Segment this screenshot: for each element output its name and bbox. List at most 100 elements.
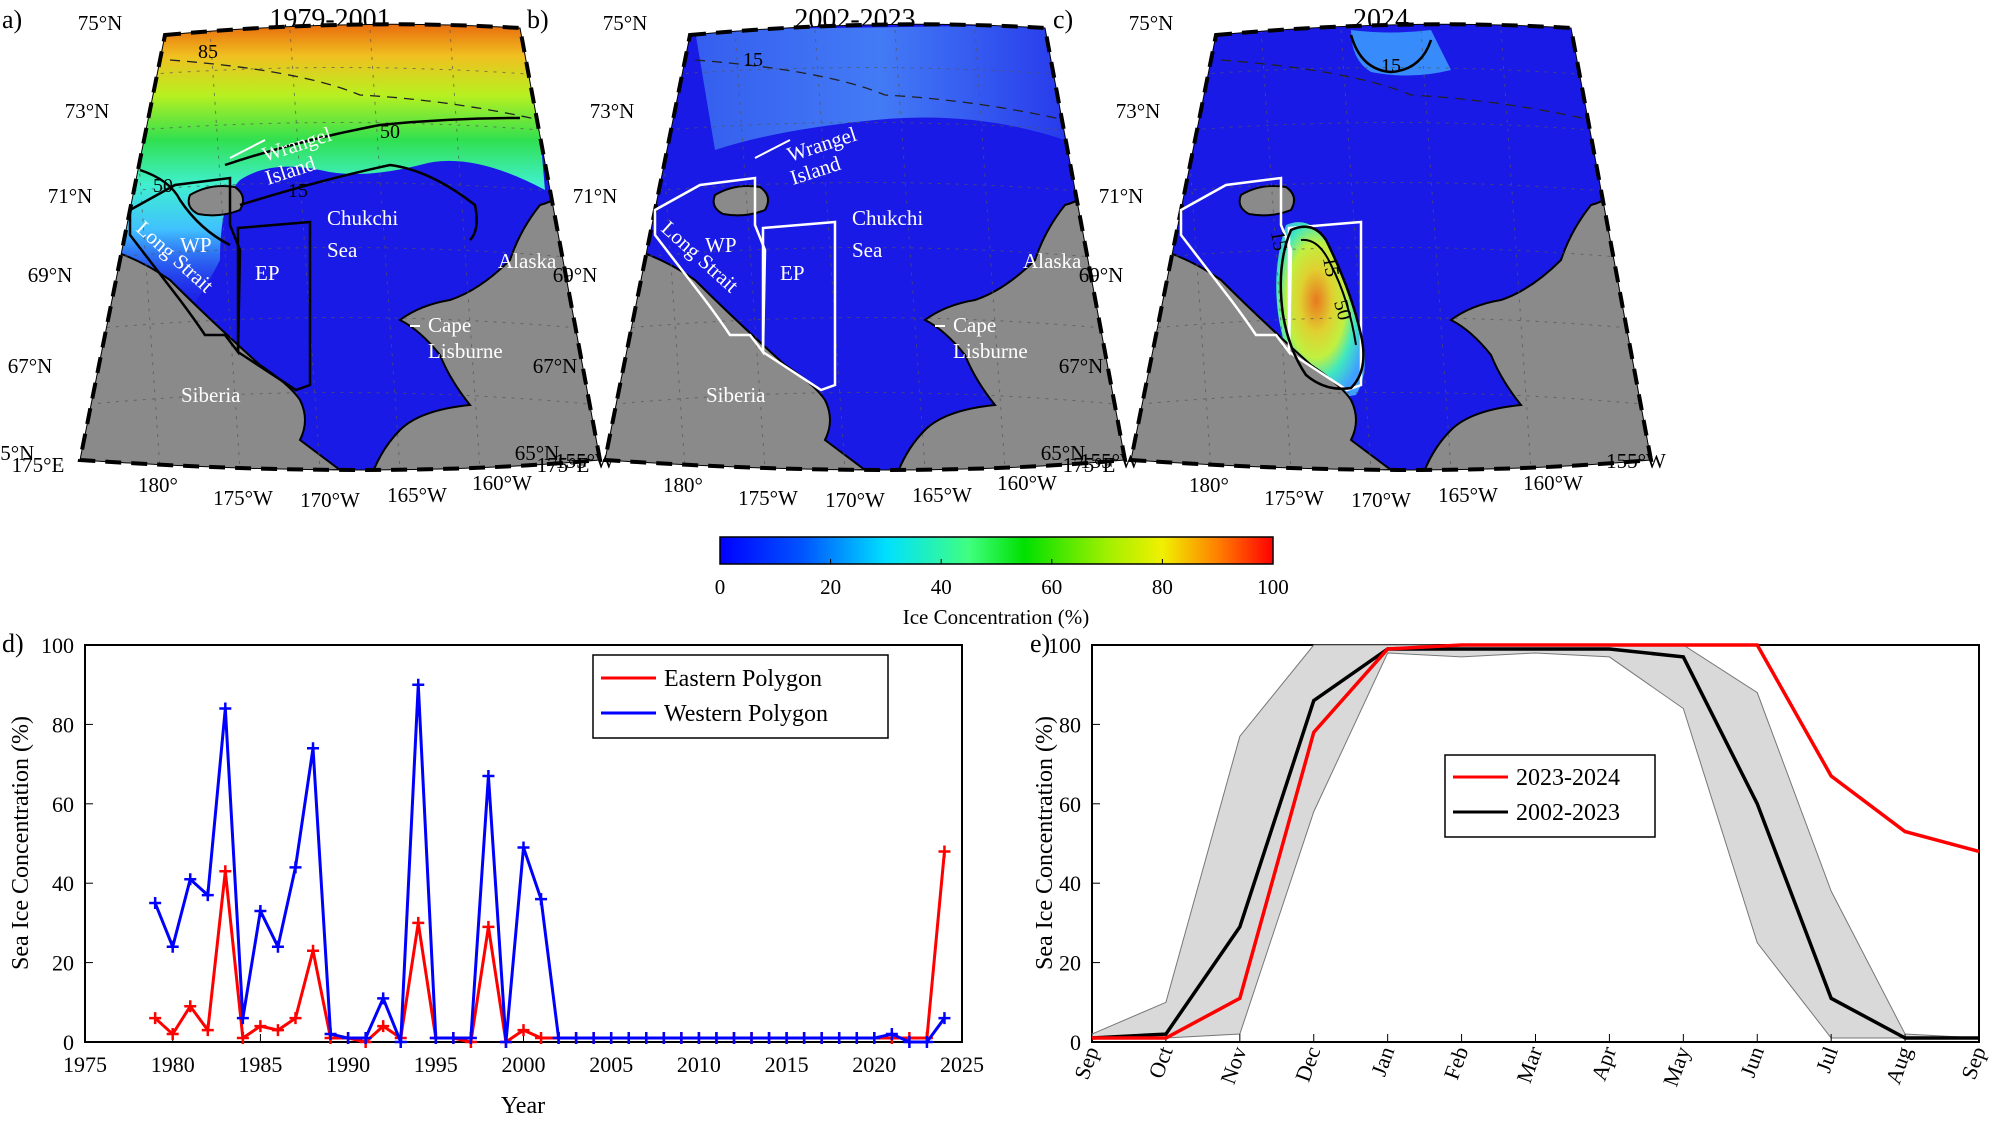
chart-e-panel-letter: e) [1030, 629, 1050, 658]
ice-edge-dashed [1220, 59, 1592, 121]
x-tick-label: Nov [1215, 1043, 1251, 1087]
x-tick-label: Oct [1143, 1043, 1177, 1081]
x-tick-label: 2015 [765, 1052, 809, 1077]
legend-label-2002-2023: 2002-2023 [1516, 800, 1620, 826]
label-cape: Cape [428, 313, 471, 337]
data-point-marker [359, 1032, 372, 1045]
lat-label: 73°N [1116, 99, 1161, 123]
colorbar-ticks: 0 20 40 60 80 100 [715, 559, 1289, 599]
lon-label: 170°W [1351, 488, 1411, 512]
data-point-marker [271, 1024, 284, 1037]
data-point-marker [447, 1032, 460, 1045]
series-line-2002-2023 [1091, 647, 1979, 1040]
y-tick-label: 40 [1059, 871, 1081, 896]
contour-label-85: 85 [198, 41, 218, 63]
lon-label: 165°W [912, 483, 972, 507]
data-point-marker [201, 1024, 214, 1037]
data-point-marker [166, 1028, 179, 1041]
map-area [605, 24, 1125, 471]
map-frame-outline [1130, 23, 1652, 471]
lon-label: 175°W [738, 486, 798, 510]
x-tick-label: 2020 [852, 1052, 896, 1077]
data-point-marker [377, 1020, 390, 1033]
eastern-polygon [1287, 220, 1363, 392]
western-polygon [128, 176, 242, 356]
data-point-marker [184, 1000, 197, 1013]
label-ep: EP [780, 261, 805, 285]
legend-label-western: Western Polygon [664, 701, 828, 727]
y-tick-label: 80 [1059, 712, 1081, 737]
x-tick-label: Jun [1735, 1043, 1769, 1080]
data-point-marker [868, 1032, 881, 1045]
data-point-marker [745, 1032, 758, 1045]
lat-label: 69°N [1079, 263, 1124, 287]
y-tick-label: 0 [1070, 1030, 1081, 1055]
colorbar-tick-label: 100 [1257, 575, 1289, 599]
map-panel-letter: a) [2, 5, 22, 34]
x-tick-label: 1980 [151, 1052, 195, 1077]
map-panel-3: c) 20241515155075°N73°N71°N69°N67°N65°N17… [1041, 4, 1666, 512]
lon-label: 160°W [997, 471, 1057, 495]
data-point-marker [219, 702, 232, 715]
data-point-marker [938, 845, 951, 858]
data-point-marker [254, 1020, 267, 1033]
contour-label-15-north: 15 [1381, 55, 1401, 77]
chart-e-ylabel: Sea Ice Concentration (%) [1032, 716, 1058, 970]
contour-label-15: 15 [743, 49, 763, 71]
data-point-marker [307, 742, 320, 755]
x-tick-label: Aug [1880, 1043, 1916, 1087]
lon-label: 155°W [1606, 449, 1666, 473]
label-wp: WP [180, 233, 212, 257]
lat-label: 75°N [1129, 11, 1174, 35]
data-point-marker [780, 1032, 793, 1045]
lat-label: 75°N [603, 11, 648, 35]
x-tick-label: Feb [1439, 1043, 1474, 1083]
graticule-meridian [814, 29, 846, 471]
data-point-marker [166, 940, 179, 953]
data-point-marker [149, 1012, 162, 1025]
data-point-marker [377, 992, 390, 1005]
eastern-polygon [761, 220, 837, 392]
data-point-marker [605, 1032, 618, 1045]
label-sea: Sea [327, 238, 358, 262]
alaska-shape [1419, 168, 1651, 471]
alaska-shape [893, 168, 1125, 471]
x-tick-label: 1995 [414, 1052, 458, 1077]
data-point-marker [342, 1032, 355, 1045]
lon-label: 175°W [1264, 486, 1324, 510]
wrangel-island-shape [712, 185, 770, 217]
data-point-marker [938, 1012, 951, 1025]
contour-15-north [1349, 34, 1433, 74]
colorbar-tick-label: 20 [820, 575, 841, 599]
data-point-marker [850, 1032, 863, 1045]
graticule-meridian [289, 29, 321, 471]
label-ep: EP [255, 261, 280, 285]
data-point-marker [236, 1012, 249, 1025]
ice-field-north [1351, 30, 1451, 76]
lon-label: 175°E [537, 453, 590, 477]
ice-edge-dashed [169, 59, 541, 121]
x-tick-label: Apr [1586, 1043, 1621, 1084]
data-point-marker [429, 1032, 442, 1045]
data-point-marker [763, 1032, 776, 1045]
data-point-marker [289, 861, 302, 874]
graticule-meridian [894, 29, 926, 471]
map-panel-letter: b) [527, 5, 549, 34]
map-area [80, 24, 600, 471]
label-siberia: Siberia [706, 383, 766, 407]
y-tick-label: 80 [52, 712, 74, 737]
alaska-shape [368, 168, 600, 471]
contour-label-15: 15 [288, 180, 308, 202]
chart-e-legend: 2023-2024 2002-2023 [1444, 754, 1656, 838]
western-polygon [653, 176, 767, 356]
data-point-marker [517, 1024, 530, 1037]
contour-15 [239, 163, 478, 241]
lon-label: 175°W [213, 486, 273, 510]
lon-label: 170°W [300, 488, 360, 512]
chart-d-legend-box [592, 654, 889, 739]
data-point-marker [324, 1028, 337, 1041]
lon-label: 170°W [825, 488, 885, 512]
lat-label: 65°N [515, 441, 560, 465]
